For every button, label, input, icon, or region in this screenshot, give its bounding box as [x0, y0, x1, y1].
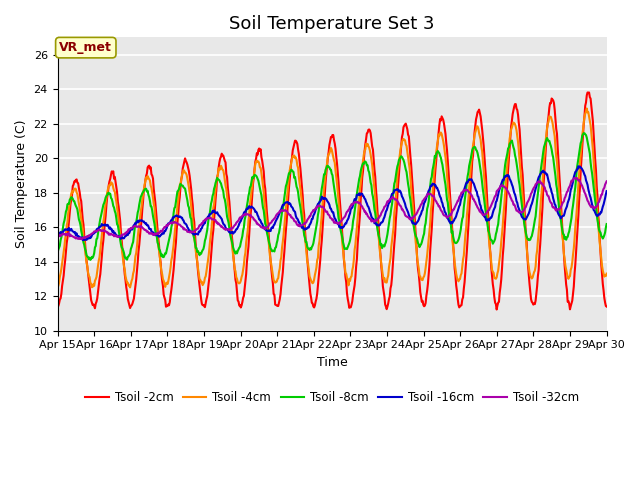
Tsoil -8cm	[177, 181, 184, 187]
Line: Tsoil -32cm: Tsoil -32cm	[58, 178, 607, 239]
Tsoil -16cm	[177, 214, 184, 220]
Tsoil -32cm	[74, 236, 82, 242]
Title: Soil Temperature Set 3: Soil Temperature Set 3	[229, 15, 435, 33]
Tsoil -8cm	[415, 244, 423, 250]
Tsoil -16cm	[205, 211, 213, 217]
Tsoil -2cm	[585, 90, 593, 96]
Tsoil -8cm	[86, 257, 94, 263]
Legend: Tsoil -2cm, Tsoil -4cm, Tsoil -8cm, Tsoil -16cm, Tsoil -32cm: Tsoil -2cm, Tsoil -4cm, Tsoil -8cm, Tsoi…	[81, 386, 584, 409]
Tsoil -4cm	[54, 283, 61, 288]
Tsoil -2cm	[54, 303, 61, 309]
Tsoil -2cm	[399, 131, 406, 137]
Tsoil -32cm	[572, 175, 579, 181]
Tsoil -16cm	[54, 234, 61, 240]
Tsoil -16cm	[121, 234, 129, 240]
Tsoil -8cm	[399, 157, 407, 163]
Tsoil -2cm	[63, 235, 71, 240]
Tsoil -8cm	[63, 202, 71, 207]
Tsoil -32cm	[54, 234, 61, 240]
Tsoil -2cm	[120, 262, 128, 268]
Tsoil -32cm	[603, 179, 611, 184]
Y-axis label: Soil Temperature (C): Soil Temperature (C)	[15, 120, 28, 248]
Line: Tsoil -2cm: Tsoil -2cm	[58, 93, 607, 310]
Tsoil -2cm	[493, 307, 500, 312]
Tsoil -4cm	[63, 219, 71, 225]
Tsoil -16cm	[575, 163, 582, 169]
Line: Tsoil -16cm: Tsoil -16cm	[58, 166, 607, 240]
Tsoil -16cm	[399, 197, 407, 203]
Tsoil -8cm	[121, 254, 129, 260]
Tsoil -32cm	[205, 216, 213, 221]
Tsoil -16cm	[79, 237, 86, 243]
Tsoil -4cm	[399, 136, 407, 142]
Tsoil -4cm	[415, 273, 423, 278]
Tsoil -8cm	[580, 131, 588, 136]
Tsoil -2cm	[205, 280, 212, 286]
Tsoil -16cm	[415, 214, 423, 220]
Tsoil -8cm	[205, 213, 213, 219]
Tsoil -4cm	[120, 264, 128, 269]
Tsoil -4cm	[205, 244, 213, 250]
Tsoil -4cm	[177, 181, 184, 187]
Tsoil -4cm	[603, 271, 611, 276]
Text: VR_met: VR_met	[60, 41, 112, 54]
Tsoil -4cm	[583, 106, 591, 111]
Tsoil -32cm	[121, 231, 129, 237]
Tsoil -32cm	[399, 208, 407, 214]
Tsoil -8cm	[603, 221, 611, 227]
Tsoil -2cm	[603, 304, 611, 310]
Line: Tsoil -4cm: Tsoil -4cm	[58, 108, 607, 288]
Tsoil -32cm	[415, 205, 423, 211]
Tsoil -8cm	[54, 250, 61, 256]
Tsoil -4cm	[126, 285, 134, 290]
X-axis label: Time: Time	[317, 356, 348, 369]
Tsoil -32cm	[63, 231, 71, 237]
Tsoil -16cm	[63, 227, 71, 232]
Tsoil -32cm	[177, 223, 184, 228]
Tsoil -16cm	[603, 188, 611, 194]
Tsoil -2cm	[176, 194, 184, 200]
Line: Tsoil -8cm: Tsoil -8cm	[58, 133, 607, 260]
Tsoil -2cm	[415, 272, 422, 277]
